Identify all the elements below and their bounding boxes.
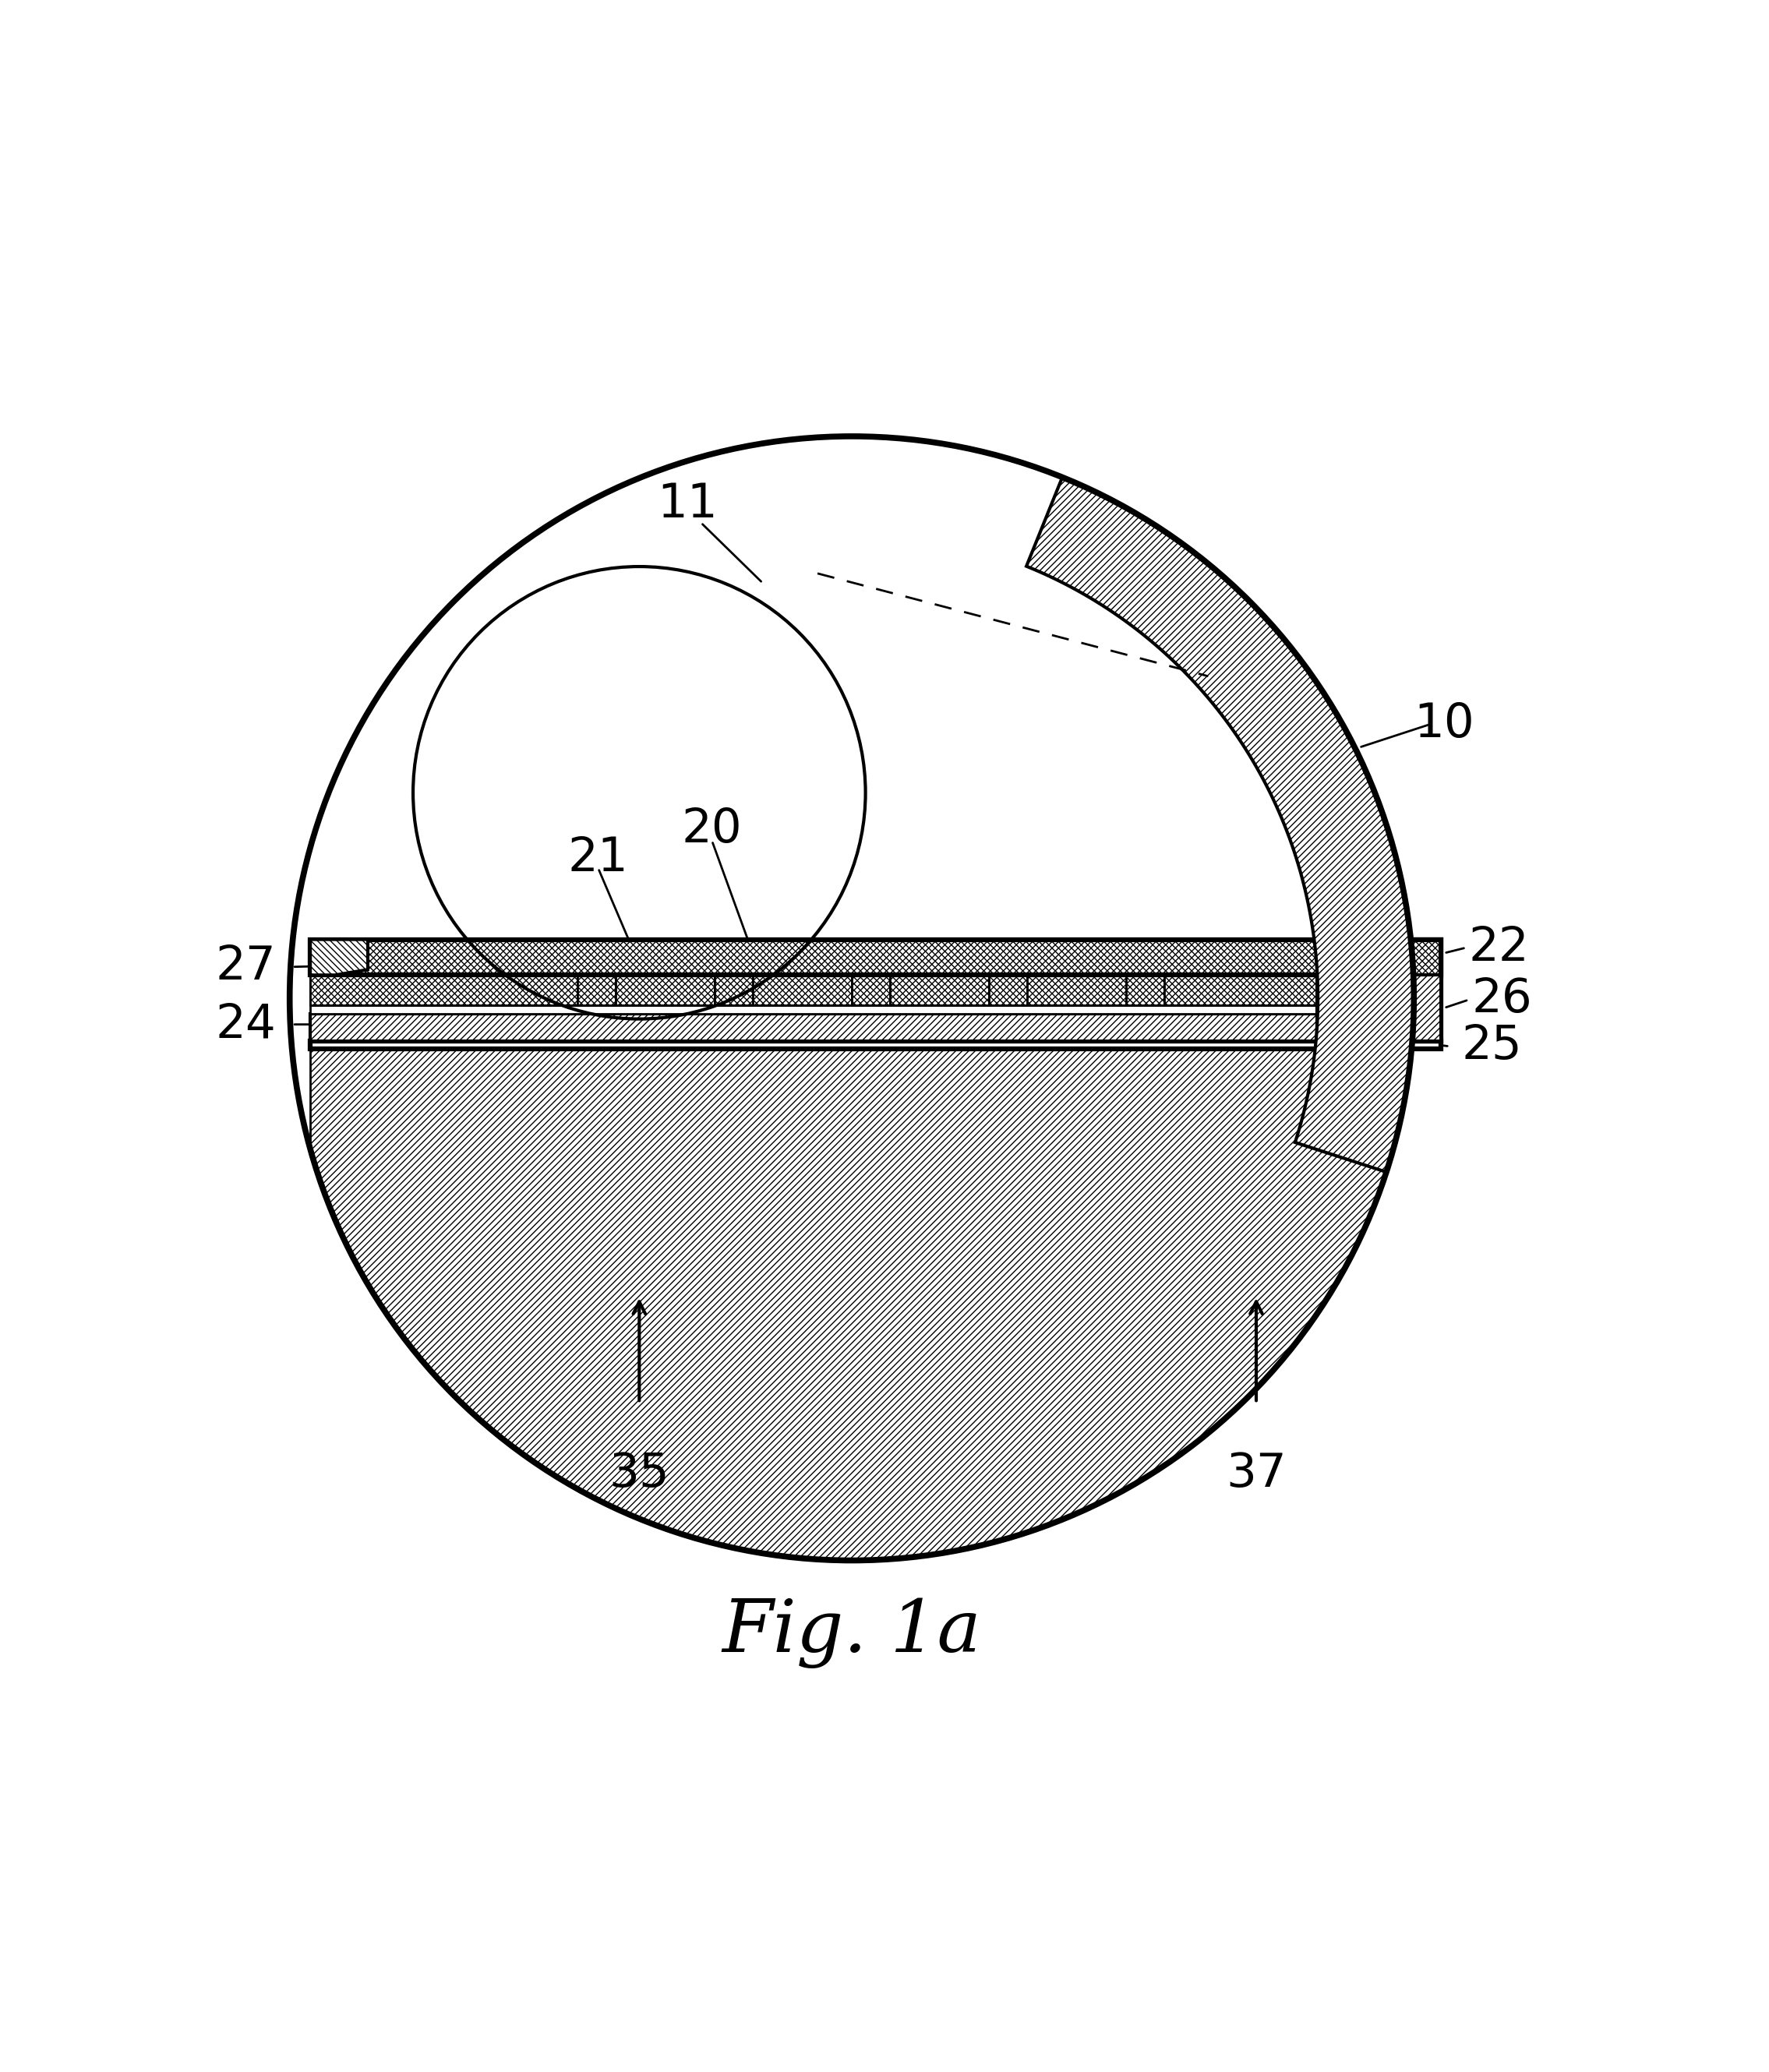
Text: 21: 21 xyxy=(568,835,628,881)
Text: 11: 11 xyxy=(656,483,718,528)
Polygon shape xyxy=(1127,972,1164,1005)
Text: 35: 35 xyxy=(609,1450,670,1496)
Polygon shape xyxy=(310,939,1442,976)
Text: 37: 37 xyxy=(1226,1450,1286,1496)
Text: 27: 27 xyxy=(216,945,276,990)
Text: 20: 20 xyxy=(681,806,743,854)
Text: 10: 10 xyxy=(1413,700,1474,748)
Polygon shape xyxy=(310,1013,1318,1040)
Polygon shape xyxy=(1373,976,1442,1040)
Polygon shape xyxy=(310,1005,1442,1013)
Polygon shape xyxy=(989,972,1028,1005)
Polygon shape xyxy=(577,972,616,1005)
Text: Fig. 1a: Fig. 1a xyxy=(722,1598,982,1668)
Polygon shape xyxy=(1026,477,1413,1173)
Polygon shape xyxy=(715,972,754,1005)
Polygon shape xyxy=(310,1040,1442,1048)
Text: 24: 24 xyxy=(216,1001,276,1048)
Polygon shape xyxy=(310,1048,1442,1587)
Text: 22: 22 xyxy=(1468,924,1530,970)
Text: 26: 26 xyxy=(1472,976,1532,1024)
Text: 25: 25 xyxy=(1461,1024,1523,1069)
Polygon shape xyxy=(853,972,890,1005)
Polygon shape xyxy=(310,976,1442,1005)
Polygon shape xyxy=(1318,939,1442,1040)
Polygon shape xyxy=(310,939,368,976)
